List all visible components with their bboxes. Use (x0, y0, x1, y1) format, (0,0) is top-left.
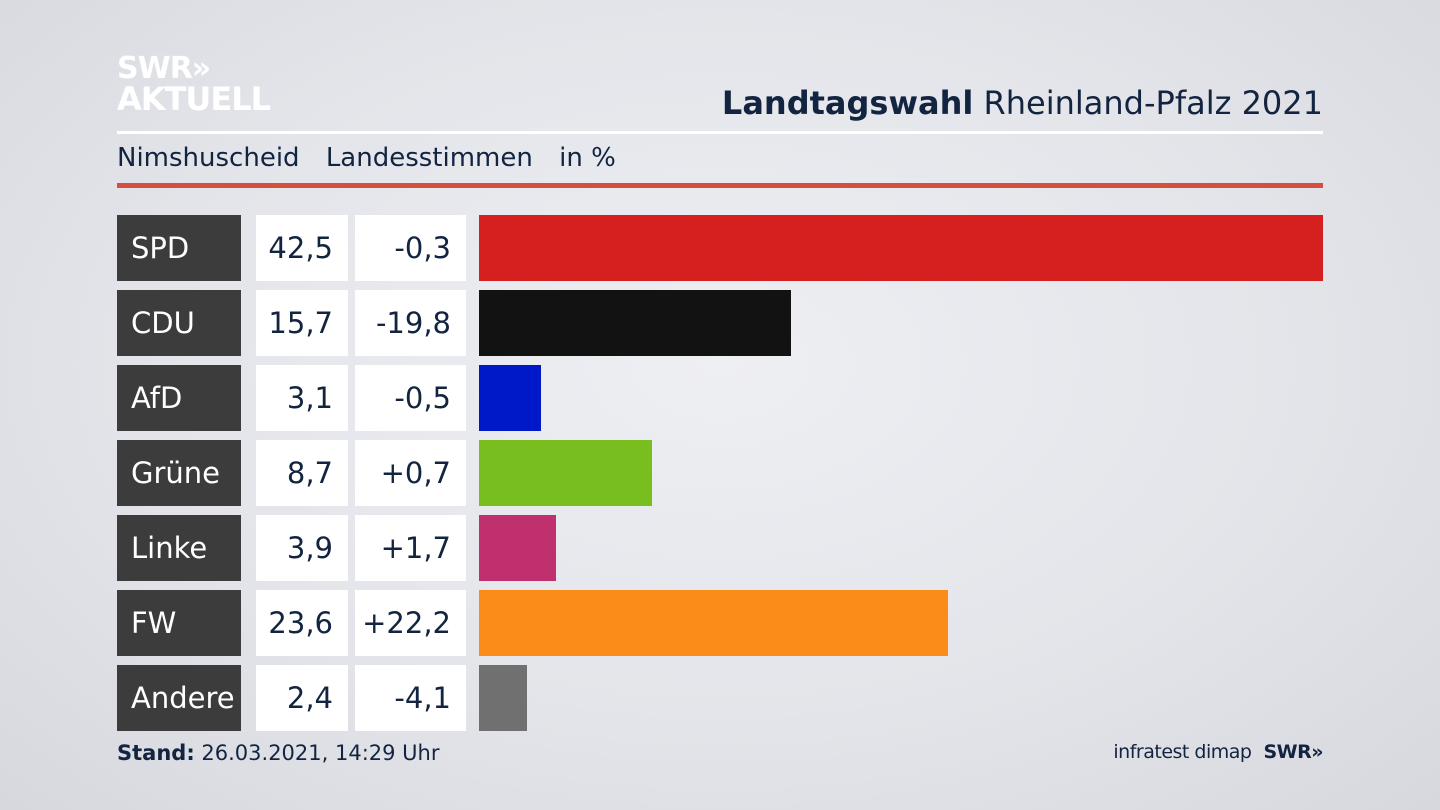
party-label: Linke (117, 515, 241, 581)
accent-divider (117, 183, 1323, 188)
vote-share-bar (479, 515, 556, 581)
vote-share-value: 42,5 (256, 215, 348, 281)
change-value: -0,3 (355, 215, 466, 281)
title-bold: Landtagswahl (721, 84, 974, 122)
vote-share-value: 15,7 (256, 290, 348, 356)
vote-share-bar (479, 365, 541, 431)
vote-share-bar (479, 665, 527, 731)
change-value: -19,8 (355, 290, 466, 356)
change-value: +22,2 (355, 590, 466, 656)
vote-share-bar (479, 290, 791, 356)
subtitle-region: Nimshuscheid (117, 143, 300, 173)
source-credit: infratest dimap SWR» (1113, 741, 1323, 763)
party-label: CDU (117, 290, 241, 356)
change-value: -4,1 (355, 665, 466, 731)
party-label: Andere (117, 665, 241, 731)
title-rest: Rheinland-Pfalz 2021 (973, 84, 1323, 122)
logo-line-2: AKTUELL (117, 80, 271, 118)
swr-brand-logo: SWR» (1263, 741, 1323, 763)
logo-line-1: SWR» (117, 51, 211, 86)
vote-share-bar (479, 215, 1323, 281)
swr-aktuell-logo: SWR» AKTUELL (117, 51, 271, 118)
timestamp: Stand: 26.03.2021, 14:29 Uhr (117, 741, 440, 765)
subtitle-unit: in % (559, 143, 616, 173)
change-value: +1,7 (355, 515, 466, 581)
vote-share-value: 8,7 (256, 440, 348, 506)
party-label: AfD (117, 365, 241, 431)
vote-share-value: 3,9 (256, 515, 348, 581)
party-label: FW (117, 590, 241, 656)
party-label: Grüne (117, 440, 241, 506)
change-value: +0,7 (355, 440, 466, 506)
vote-share-value: 2,4 (256, 665, 348, 731)
header-divider (117, 131, 1323, 134)
subtitle-measure: Landesstimmen (325, 143, 533, 173)
stand-label: Stand: (117, 741, 195, 765)
chart-title: Landtagswahl Rheinland-Pfalz 2021 (722, 84, 1323, 122)
source-label: infratest dimap (1113, 741, 1252, 763)
vote-share-bar (479, 440, 652, 506)
change-value: -0,5 (355, 365, 466, 431)
vote-share-value: 23,6 (256, 590, 348, 656)
vote-share-bar (479, 590, 948, 656)
party-label: SPD (117, 215, 241, 281)
chart-subtitle: Nimshuscheid Landesstimmen in % (117, 143, 634, 173)
vote-share-value: 3,1 (256, 365, 348, 431)
stand-value: 26.03.2021, 14:29 Uhr (194, 741, 440, 765)
